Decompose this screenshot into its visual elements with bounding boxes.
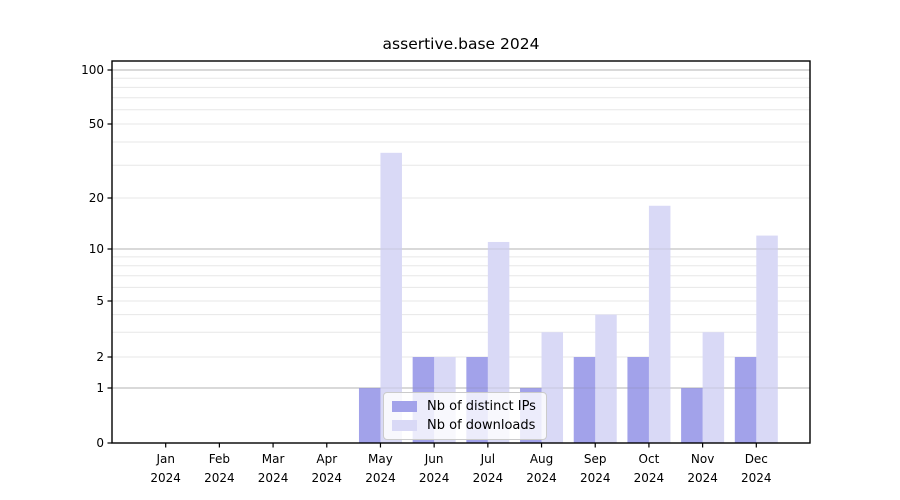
legend-label: Nb of downloads: [427, 418, 536, 433]
x-tick-label-year: 2024: [150, 471, 181, 485]
x-tick-label-year: 2024: [258, 471, 289, 485]
legend-item: Nb of downloads: [392, 416, 536, 435]
x-tick-label-month: Sep: [584, 452, 607, 466]
x-tick-label-month: Feb: [209, 452, 230, 466]
y-tick-label: 0: [96, 436, 104, 450]
x-tick-label-month: Mar: [262, 452, 285, 466]
x-tick-label-year: 2024: [311, 471, 342, 485]
bar-distinct-ips: [681, 388, 703, 443]
x-tick-label-year: 2024: [204, 471, 235, 485]
bar-distinct-ips: [573, 357, 596, 443]
x-tick-label-year: 2024: [365, 471, 396, 485]
bar-distinct-ips: [734, 357, 757, 443]
bar-downloads: [648, 205, 671, 443]
x-tick-label-year: 2024: [419, 471, 450, 485]
legend-item: Nb of distinct IPs: [392, 397, 536, 416]
axis-frame: [111, 60, 811, 444]
y-tick-label: 20: [89, 191, 104, 205]
legend: Nb of distinct IPs Nb of downloads: [383, 392, 547, 440]
bar-downloads: [595, 314, 617, 443]
x-tick-label-year: 2024: [473, 471, 504, 485]
x-tick-label-month: Jul: [480, 452, 495, 466]
y-tick-label: 5: [96, 294, 104, 308]
x-tick-label-year: 2024: [741, 471, 772, 485]
x-tick-label-year: 2024: [580, 471, 611, 485]
chart-title: assertive.base 2024: [382, 35, 540, 53]
x-tick-label-month: Dec: [745, 452, 768, 466]
x-tick-label-month: Jan: [155, 452, 175, 466]
legend-swatch-downloads: [392, 420, 417, 431]
y-tick-label: 50: [89, 117, 104, 131]
x-tick-label-month: Nov: [691, 452, 714, 466]
x-tick-label-year: 2024: [526, 471, 557, 485]
y-tick-label: 10: [89, 242, 104, 256]
legend-swatch-distinct-ips: [392, 401, 417, 412]
x-tick-label-month: Jun: [424, 452, 444, 466]
bar-distinct-ips: [358, 388, 381, 443]
legend-label: Nb of distinct IPs: [427, 399, 536, 414]
x-tick-label-year: 2024: [687, 471, 718, 485]
x-tick-label-month: Oct: [639, 452, 660, 466]
y-tick-label: 2: [96, 350, 104, 364]
y-tick-label: 100: [81, 63, 104, 77]
bar-distinct-ips: [627, 357, 649, 443]
x-tick-label-month: Aug: [530, 452, 553, 466]
y-tick-label: 1: [96, 381, 104, 395]
bar-downloads: [702, 332, 725, 443]
x-tick-label-month: May: [368, 452, 393, 466]
bar-downloads: [380, 152, 402, 443]
bar-downloads: [756, 235, 778, 443]
x-tick-label-year: 2024: [634, 471, 665, 485]
x-tick-label-month: Apr: [316, 452, 337, 466]
